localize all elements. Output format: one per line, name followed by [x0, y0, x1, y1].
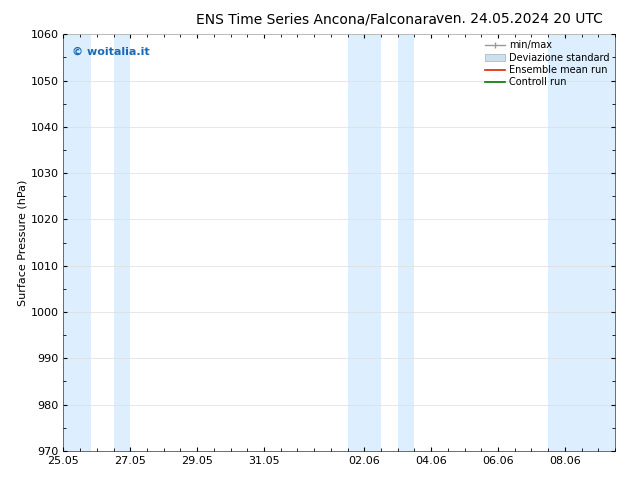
- Bar: [548, 34, 615, 451]
- Bar: [113, 34, 130, 451]
- Legend: min/max, Deviazione standard, Ensemble mean run, Controll run: min/max, Deviazione standard, Ensemble m…: [481, 36, 613, 91]
- Y-axis label: Surface Pressure (hPa): Surface Pressure (hPa): [18, 179, 28, 306]
- Bar: [347, 34, 381, 451]
- Text: ven. 24.05.2024 20 UTC: ven. 24.05.2024 20 UTC: [436, 12, 604, 26]
- Text: ENS Time Series Ancona/Falconara: ENS Time Series Ancona/Falconara: [197, 12, 437, 26]
- Bar: [63, 34, 91, 451]
- Text: © woitalia.it: © woitalia.it: [72, 47, 149, 57]
- Bar: [398, 34, 415, 451]
